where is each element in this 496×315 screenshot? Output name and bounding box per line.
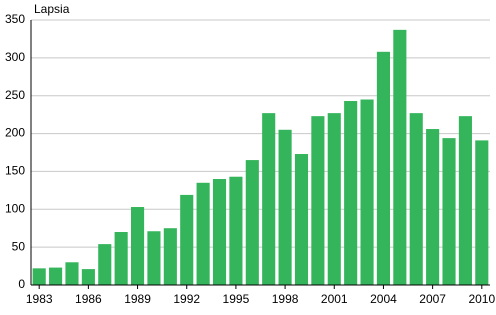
bar bbox=[65, 262, 79, 285]
x-tick-label: 2004 bbox=[370, 292, 397, 306]
bar bbox=[442, 138, 456, 285]
y-tick-label: 100 bbox=[5, 201, 25, 215]
bar bbox=[278, 129, 292, 285]
bar bbox=[49, 267, 63, 285]
bar bbox=[163, 228, 177, 285]
x-tick-label: 2010 bbox=[468, 292, 495, 306]
bar bbox=[475, 140, 489, 285]
y-tick-label: 150 bbox=[5, 164, 25, 178]
bar bbox=[245, 160, 259, 285]
y-tick-label: 0 bbox=[18, 277, 25, 291]
bar bbox=[262, 113, 276, 285]
bar bbox=[344, 101, 358, 285]
bar bbox=[196, 182, 210, 285]
bar bbox=[98, 244, 112, 285]
bar bbox=[311, 116, 325, 286]
bar bbox=[147, 231, 161, 285]
x-tick-label: 1998 bbox=[272, 292, 299, 306]
bar bbox=[180, 194, 194, 285]
bar bbox=[360, 99, 374, 285]
bar bbox=[376, 51, 391, 285]
x-tick-label: 1986 bbox=[75, 292, 102, 306]
x-tick-label: 1989 bbox=[124, 292, 151, 306]
bar bbox=[426, 129, 440, 285]
bar bbox=[393, 29, 407, 285]
y-tick-label: 250 bbox=[5, 88, 25, 102]
bar bbox=[81, 269, 95, 285]
x-tick-label: 1983 bbox=[26, 292, 53, 306]
bar bbox=[114, 232, 128, 285]
bar bbox=[294, 154, 309, 285]
y-tick-label: 350 bbox=[5, 12, 25, 26]
bar bbox=[229, 176, 243, 285]
x-tick-label: 2007 bbox=[419, 292, 446, 306]
y-axis-label: Lapsia bbox=[34, 2, 70, 16]
y-tick-label: 200 bbox=[5, 126, 25, 140]
x-tick-label: 1995 bbox=[223, 292, 250, 306]
bar bbox=[212, 179, 227, 285]
bar bbox=[32, 268, 46, 285]
bar bbox=[409, 113, 423, 285]
bar bbox=[458, 116, 472, 286]
x-tick-label: 1992 bbox=[173, 292, 200, 306]
y-tick-label: 300 bbox=[5, 50, 25, 64]
x-tick-label: 2001 bbox=[321, 292, 348, 306]
bar bbox=[327, 113, 341, 285]
bar bbox=[130, 207, 145, 285]
y-tick-label: 50 bbox=[12, 239, 26, 253]
